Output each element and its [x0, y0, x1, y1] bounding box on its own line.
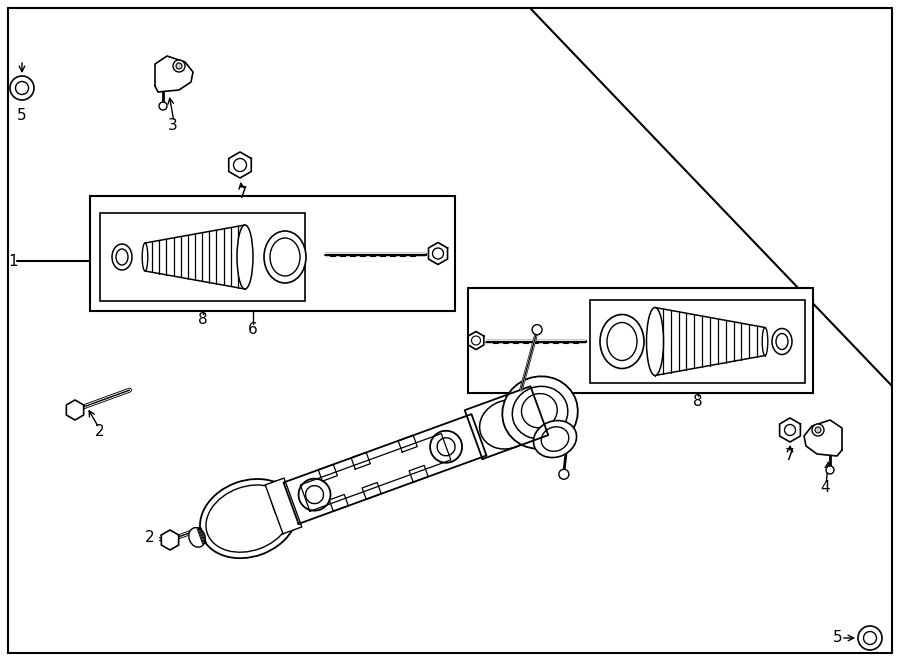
Text: 8: 8: [198, 311, 207, 327]
Text: 5: 5: [833, 631, 843, 646]
Ellipse shape: [534, 420, 577, 457]
Ellipse shape: [437, 438, 455, 456]
Bar: [590, 300, 805, 383]
Ellipse shape: [189, 527, 205, 547]
Circle shape: [863, 631, 877, 644]
Ellipse shape: [762, 327, 768, 356]
Polygon shape: [155, 56, 193, 92]
Text: 1: 1: [8, 254, 18, 268]
Polygon shape: [410, 465, 428, 482]
Text: 3: 3: [168, 118, 178, 134]
Polygon shape: [655, 307, 765, 375]
Ellipse shape: [237, 225, 253, 289]
Polygon shape: [468, 332, 484, 350]
Bar: [100, 213, 305, 301]
Polygon shape: [161, 530, 179, 550]
Polygon shape: [145, 225, 245, 289]
Ellipse shape: [512, 386, 568, 439]
Ellipse shape: [776, 334, 788, 350]
Ellipse shape: [206, 485, 292, 552]
Ellipse shape: [305, 486, 323, 504]
Polygon shape: [229, 152, 251, 178]
Circle shape: [159, 102, 167, 110]
Text: 4: 4: [820, 481, 830, 496]
Ellipse shape: [142, 243, 148, 271]
Circle shape: [472, 336, 481, 345]
Ellipse shape: [541, 427, 569, 451]
Polygon shape: [428, 243, 447, 264]
Polygon shape: [779, 418, 800, 442]
Ellipse shape: [264, 231, 306, 283]
Ellipse shape: [112, 244, 132, 270]
Polygon shape: [266, 478, 302, 534]
Polygon shape: [284, 414, 487, 524]
Circle shape: [532, 325, 542, 334]
Circle shape: [10, 76, 34, 100]
Text: 5: 5: [17, 108, 27, 122]
Text: 6: 6: [523, 403, 533, 418]
Circle shape: [173, 60, 185, 72]
Circle shape: [15, 81, 29, 95]
Circle shape: [785, 424, 796, 436]
Ellipse shape: [116, 249, 128, 265]
Polygon shape: [67, 400, 84, 420]
Ellipse shape: [521, 393, 557, 428]
Ellipse shape: [299, 479, 330, 511]
Ellipse shape: [607, 323, 637, 360]
Circle shape: [233, 159, 247, 171]
Polygon shape: [329, 494, 348, 511]
Circle shape: [826, 466, 834, 474]
Ellipse shape: [271, 481, 296, 531]
Ellipse shape: [480, 400, 535, 449]
Text: 7: 7: [238, 186, 248, 200]
Ellipse shape: [772, 329, 792, 354]
Polygon shape: [804, 420, 842, 456]
Circle shape: [815, 427, 821, 433]
Polygon shape: [362, 483, 382, 499]
Text: 8: 8: [693, 393, 702, 408]
Polygon shape: [351, 452, 370, 469]
Text: 7: 7: [785, 449, 795, 463]
Ellipse shape: [270, 238, 300, 276]
Circle shape: [812, 424, 824, 436]
Bar: [468, 288, 813, 393]
Bar: [90, 196, 455, 311]
Text: 6: 6: [248, 321, 257, 336]
Circle shape: [858, 626, 882, 650]
Text: 2: 2: [95, 424, 104, 440]
Ellipse shape: [600, 315, 644, 368]
Polygon shape: [319, 465, 338, 481]
Polygon shape: [464, 386, 548, 459]
Ellipse shape: [200, 479, 298, 558]
Ellipse shape: [646, 307, 663, 375]
Circle shape: [176, 63, 182, 69]
Circle shape: [433, 248, 444, 259]
Polygon shape: [398, 436, 418, 452]
Ellipse shape: [430, 431, 462, 463]
Circle shape: [559, 469, 569, 479]
Text: 2: 2: [146, 531, 155, 545]
Polygon shape: [301, 434, 451, 511]
Ellipse shape: [502, 376, 578, 449]
